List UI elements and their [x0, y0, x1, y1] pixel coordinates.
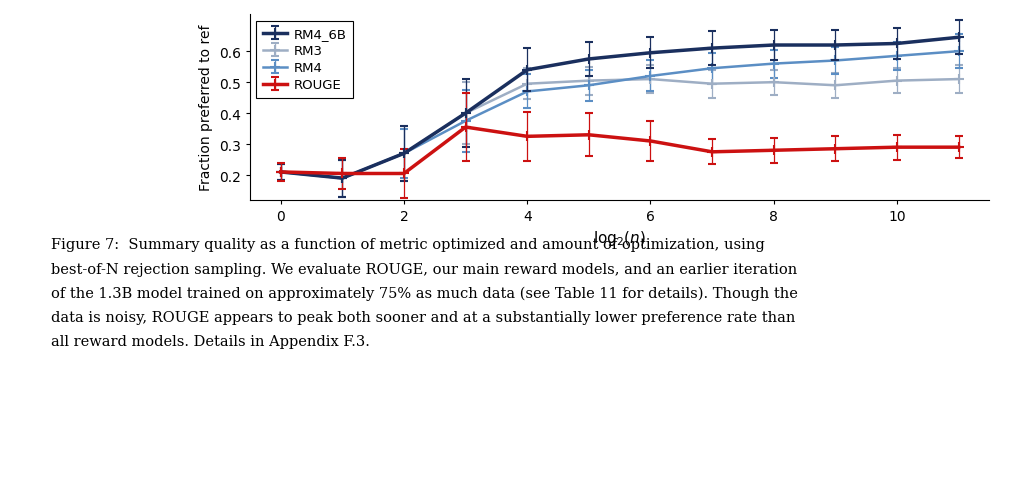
- Text: all reward models. Details in Appendix F.3.: all reward models. Details in Appendix F…: [51, 334, 370, 348]
- Text: data is noisy, ROUGE appears to peak both sooner and at a substantially lower pr: data is noisy, ROUGE appears to peak bot…: [51, 310, 795, 324]
- X-axis label: log$_2$($n$): log$_2$($n$): [593, 229, 645, 248]
- Legend: RM4_6B, RM3, RM4, ROUGE: RM4_6B, RM3, RM4, ROUGE: [256, 22, 353, 99]
- Y-axis label: Fraction preferred to ref: Fraction preferred to ref: [199, 25, 213, 191]
- Text: of the 1.3B model trained on approximately 75% as much data (see Table 11 for de: of the 1.3B model trained on approximate…: [51, 286, 797, 301]
- Text: Figure 7:  Summary quality as a function of metric optimized and amount of optim: Figure 7: Summary quality as a function …: [51, 238, 764, 252]
- Text: best-of-N rejection sampling. We evaluate ROUGE, our main reward models, and an : best-of-N rejection sampling. We evaluat…: [51, 262, 797, 276]
